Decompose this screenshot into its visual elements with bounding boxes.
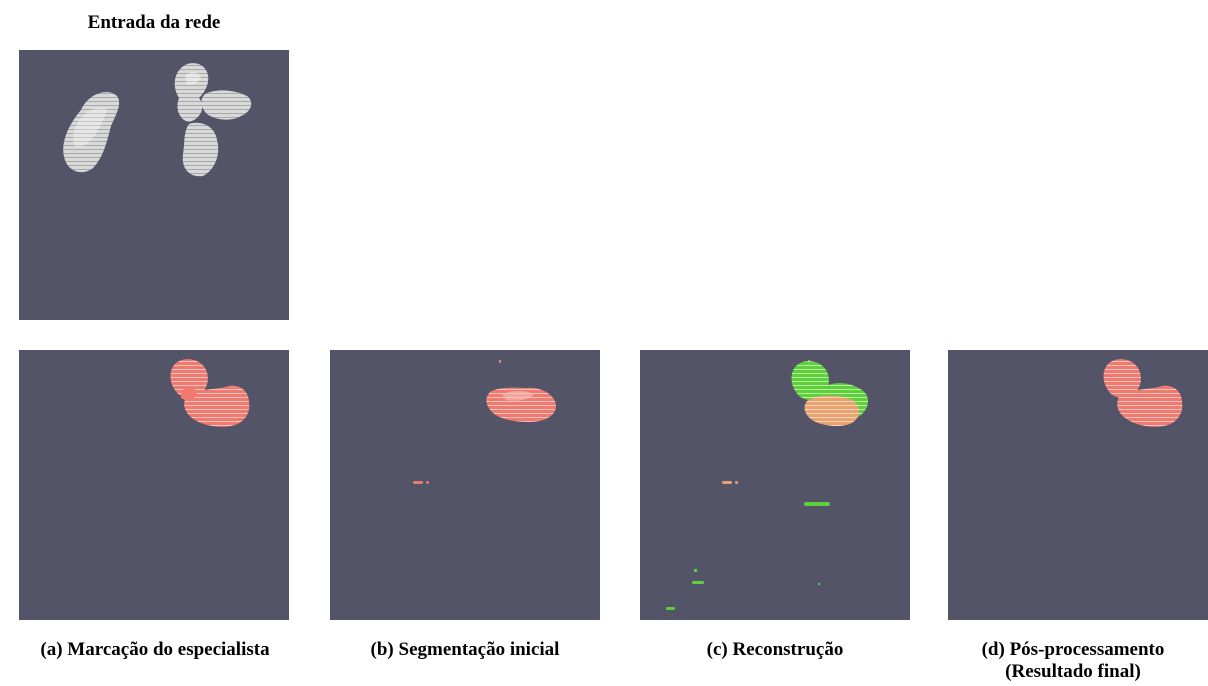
caption-c: (c) Reconstrução (706, 639, 844, 660)
reconstruction-mask-shape (666, 360, 869, 610)
panel-a-expert-annotation (19, 350, 289, 620)
panel-d-post-processing (948, 350, 1208, 620)
input-title: Entrada da rede (87, 12, 221, 33)
final-result-mask-shape (1103, 359, 1183, 427)
caption-d-line1: (d) Pós-processamento (981, 639, 1165, 660)
left-organ-shape (63, 92, 120, 173)
segmentation-mask-shape (413, 360, 556, 484)
input-volume-panel (19, 50, 289, 320)
panel-b-initial-segmentation (330, 350, 600, 620)
caption-d-line2: (Resultado final) (1005, 661, 1141, 682)
right-organ-shape (174, 63, 252, 177)
annotation-mask-shape (170, 359, 250, 427)
panel-c-reconstruction (640, 350, 910, 620)
caption-a: (a) Marcação do especialista (40, 639, 270, 660)
caption-b: (b) Segmentação inicial (370, 639, 560, 660)
